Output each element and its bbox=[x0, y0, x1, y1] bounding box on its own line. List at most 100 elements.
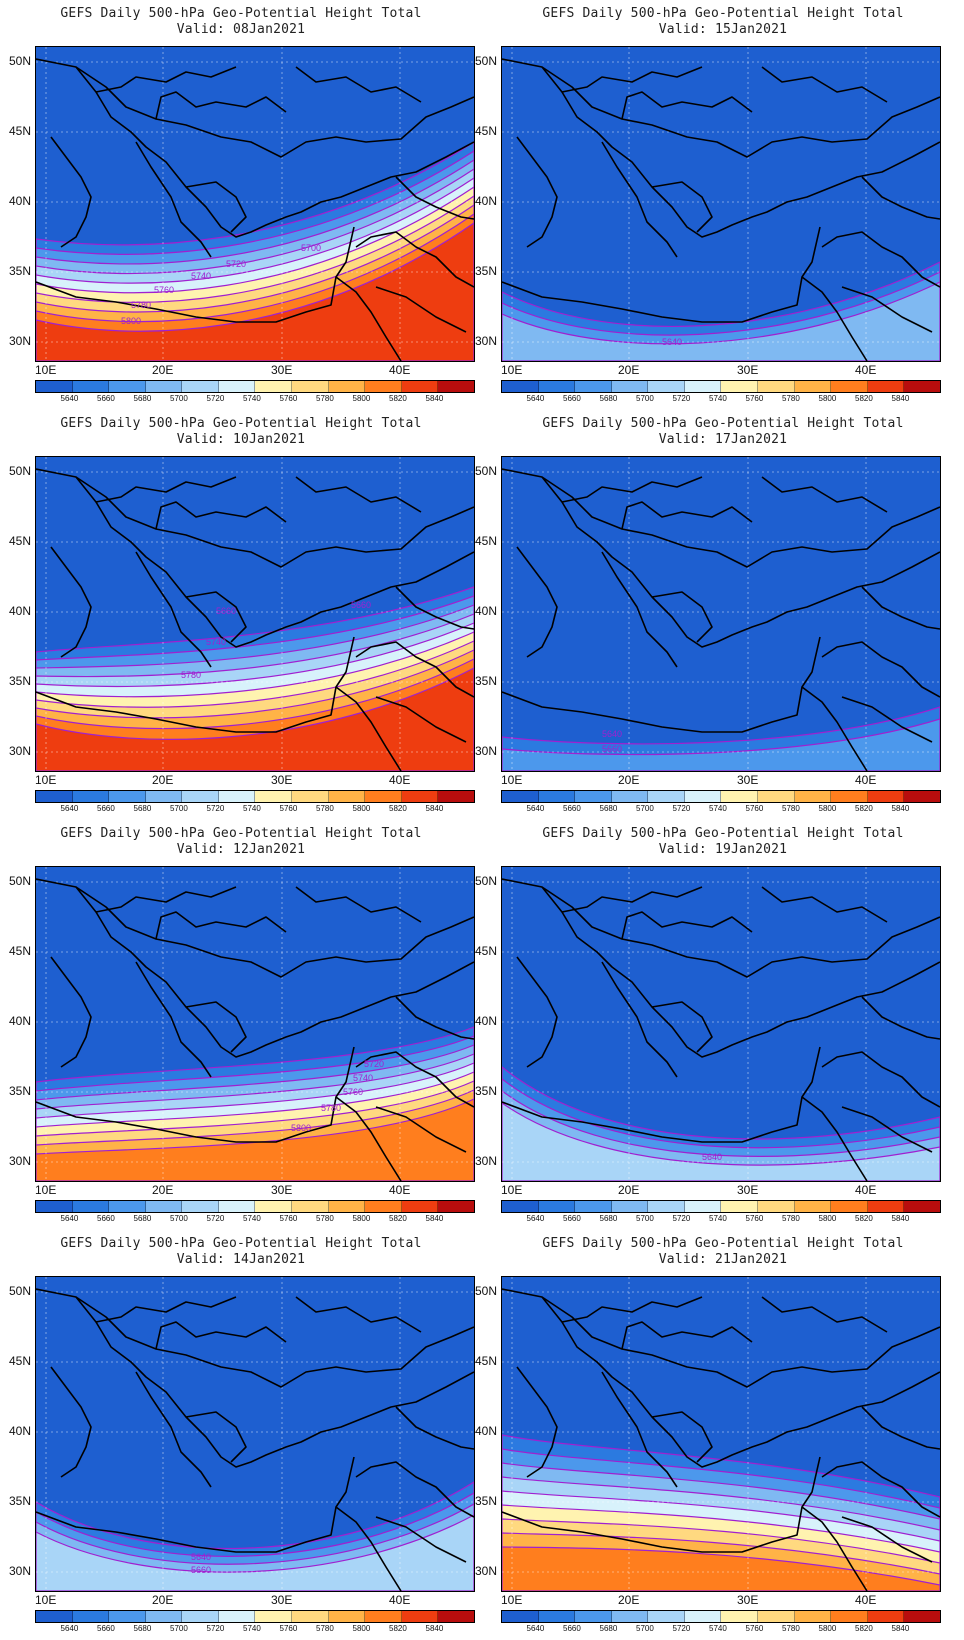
coastline-border bbox=[502, 1288, 940, 1468]
colorbar-segment bbox=[72, 1201, 110, 1212]
longitude-label: 20E bbox=[618, 1183, 640, 1197]
colorbar-label: 5780 bbox=[316, 1214, 334, 1223]
valid-prefix: Valid: bbox=[658, 22, 715, 37]
contour-label: 5740 bbox=[353, 1073, 373, 1083]
colorbar-label: 5780 bbox=[316, 1624, 334, 1633]
colorbar-segment bbox=[575, 381, 612, 392]
coastline-border bbox=[135, 551, 212, 668]
latitude-label: 35N bbox=[474, 264, 497, 278]
longitude-label: 30E bbox=[737, 773, 759, 787]
map-svg: 5660 5660 5740 5780 bbox=[36, 457, 474, 771]
colorbar-label: 5820 bbox=[389, 1214, 407, 1223]
longitude-label: 30E bbox=[737, 363, 759, 377]
contour-label: 5740 bbox=[191, 271, 211, 281]
colorbar-label: 5640 bbox=[60, 804, 79, 813]
coastline-border bbox=[761, 476, 888, 513]
colorbar-label: 5800 bbox=[818, 394, 837, 403]
coastline-border bbox=[185, 1001, 247, 1053]
coastline-border bbox=[601, 141, 678, 258]
colorbar-label: 5800 bbox=[818, 804, 837, 813]
valid-prefix: Valid: bbox=[176, 432, 233, 447]
colorbar-segment bbox=[109, 1611, 146, 1622]
contour-label: 5760 bbox=[343, 1087, 363, 1097]
coastline-border bbox=[861, 1406, 940, 1450]
colorbar-label: 5700 bbox=[636, 394, 654, 403]
coastline-border bbox=[861, 996, 940, 1040]
longitude-label: 30E bbox=[271, 773, 293, 787]
longitude-label: 10E bbox=[501, 363, 523, 377]
colorbar-label: 5820 bbox=[389, 394, 407, 403]
valid-date-value: 19Jan2021 bbox=[714, 842, 788, 857]
colorbar-segment bbox=[648, 791, 685, 802]
colorbar-label: 5660 bbox=[563, 394, 581, 403]
coastline-border bbox=[295, 1296, 422, 1333]
coastline-border bbox=[651, 181, 713, 233]
coastline-border bbox=[841, 286, 933, 333]
coastline-border bbox=[561, 476, 703, 503]
coastline-border bbox=[841, 1516, 933, 1563]
colorbar-label: 5720 bbox=[206, 804, 225, 813]
valid-date-value: 12Jan2021 bbox=[232, 842, 306, 857]
colorbar-segment bbox=[867, 381, 905, 392]
colorbar-segment bbox=[831, 381, 868, 392]
colorbar-segment bbox=[794, 381, 832, 392]
coastline-border bbox=[821, 641, 940, 698]
colorbar-label: 5820 bbox=[389, 804, 407, 813]
colorbar-segment bbox=[182, 1201, 219, 1212]
coastline-border bbox=[95, 886, 237, 913]
panel-valid-date: Valid: 14Jan2021 bbox=[0, 1252, 482, 1268]
colorbar-segment bbox=[255, 1201, 293, 1212]
coastline-border bbox=[185, 1411, 247, 1463]
coastline-border bbox=[395, 1406, 474, 1450]
coastline-border bbox=[502, 1456, 821, 1553]
map-panel: GEFS Daily 500-hPa Geo-Potential Height … bbox=[475, 410, 964, 820]
colorbar-segment bbox=[255, 791, 293, 802]
map-svg bbox=[502, 1277, 940, 1591]
latitude-label: 45N bbox=[474, 534, 497, 548]
latitude-label: 40N bbox=[8, 604, 31, 618]
colorbar-segment bbox=[575, 1201, 612, 1212]
contour-band-5840 bbox=[36, 222, 474, 361]
colorbar-segment bbox=[721, 1201, 759, 1212]
colorbar-segment bbox=[721, 791, 759, 802]
coastline-border bbox=[395, 586, 474, 630]
longitude-label: 30E bbox=[271, 1183, 293, 1197]
colorbar-label: 5740 bbox=[709, 394, 727, 403]
coastline-border bbox=[821, 231, 940, 288]
latitude-label: 35N bbox=[8, 674, 31, 688]
latitude-label: 50N bbox=[8, 1284, 31, 1298]
valid-prefix: Valid: bbox=[658, 1252, 715, 1267]
colorbar-label: 5700 bbox=[170, 1624, 188, 1633]
colorbar-segment bbox=[145, 1611, 183, 1622]
coastline-border bbox=[135, 961, 212, 1078]
colorbar-label: 5820 bbox=[389, 1624, 407, 1633]
colorbar-label: 5700 bbox=[636, 1214, 654, 1223]
latitude-label: 50N bbox=[474, 54, 497, 68]
colorbar-segment bbox=[684, 381, 722, 392]
latitude-label: 45N bbox=[8, 1354, 31, 1368]
colorbar-segment bbox=[401, 1611, 439, 1622]
longitude-label: 10E bbox=[35, 1183, 57, 1197]
coastline-border bbox=[601, 1371, 678, 1488]
longitude-label: 40E bbox=[389, 773, 411, 787]
colorbar-segment bbox=[365, 1201, 402, 1212]
coastline-border bbox=[801, 1096, 868, 1181]
longitude-label: 30E bbox=[737, 1593, 759, 1607]
contour-label: 5780 bbox=[321, 1103, 341, 1113]
contour-label: 5800 bbox=[291, 1123, 311, 1133]
coastline-border bbox=[155, 91, 287, 120]
colorbar-segment bbox=[721, 1611, 759, 1622]
coastline-border bbox=[601, 961, 678, 1078]
longitude-label: 10E bbox=[501, 1183, 523, 1197]
colorbar-segment bbox=[438, 791, 474, 802]
valid-date-value: 14Jan2021 bbox=[232, 1252, 306, 1267]
latitude-label: 50N bbox=[474, 1284, 497, 1298]
colorbar-label: 5760 bbox=[745, 804, 764, 813]
coastline-border bbox=[50, 956, 92, 1068]
colorbar-segment bbox=[218, 791, 256, 802]
longitude-label: 30E bbox=[271, 363, 293, 377]
contour-label: 5660 bbox=[191, 1565, 211, 1575]
latitude-label: 35N bbox=[474, 674, 497, 688]
colorbar-label: 5760 bbox=[745, 394, 764, 403]
